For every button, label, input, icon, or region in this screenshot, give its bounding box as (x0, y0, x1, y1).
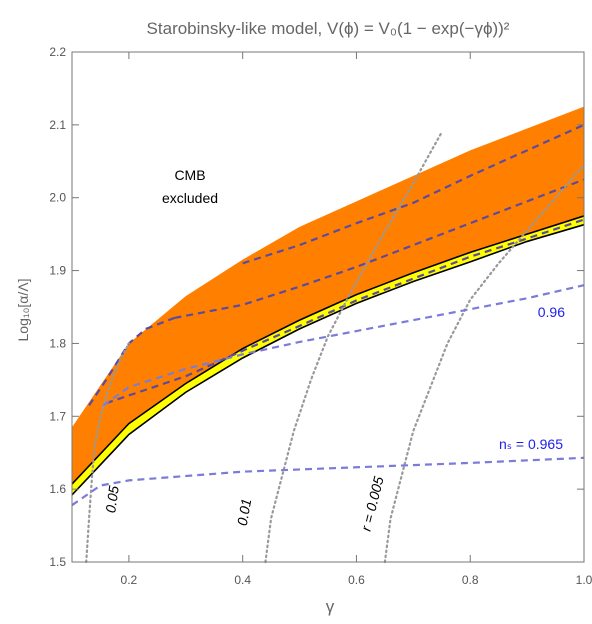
band-contour-1 (105, 218, 585, 405)
plot-frame (71, 51, 585, 563)
r-contour-label-2: 0.01 (234, 497, 254, 527)
plot-area (71, 51, 586, 564)
r-contour-label-3: r = 0.005 (358, 475, 387, 533)
y-tick-label: 1.9 (49, 264, 66, 278)
y-tick-label: 1.7 (49, 409, 66, 423)
yellow-band-lower-line (71, 223, 585, 496)
r-contour-label-1: 0.05 (102, 484, 122, 513)
r-contour-3 (383, 163, 586, 564)
y-tick-label: 1.5 (49, 555, 66, 569)
y-tick-label: 2.0 (49, 191, 66, 205)
r-contour-1 (85, 342, 130, 564)
axis-ticks: 0.2 0.4 0.6 0.8 1.0 1.5 1.6 1.7 1.8 1.9 2.0 2.1 2.2 (49, 45, 592, 587)
x-tick-label: 0.4 (234, 573, 251, 587)
ns-contour-2 (102, 284, 585, 407)
x-axis-title: γ (326, 597, 335, 616)
region-label-line1: CMB (174, 167, 205, 183)
band-contour-3 (242, 123, 585, 265)
x-tick-label: 0.2 (121, 573, 138, 587)
r-contour-2 (264, 131, 443, 564)
band-contour-2 (174, 178, 585, 320)
y-axis-title: Log₁₀[α/Λ] (15, 278, 31, 341)
x-tick-label: 0.8 (462, 573, 479, 587)
chart-title: Starobinsky-like model, V(ϕ) = V₀(1 − ex… (147, 19, 510, 38)
x-tick-label: 1.0 (576, 573, 592, 587)
ns-contour-1 (71, 456, 585, 507)
yellow-band-upper-line (71, 215, 585, 485)
y-tick-label: 1.8 (49, 336, 66, 350)
y-tick-label: 2.2 (49, 45, 66, 59)
region-label-line2: excluded (162, 190, 218, 206)
allowed-band (72, 106, 584, 485)
x-tick-label: 0.6 (348, 573, 365, 587)
y-tick-label: 1.6 (49, 482, 66, 496)
ns-contour-label-2: 0.96 (538, 304, 565, 320)
ns-contour-label-1: nₛ = 0.965 (499, 436, 563, 452)
y-tick-label: 2.1 (49, 118, 66, 132)
